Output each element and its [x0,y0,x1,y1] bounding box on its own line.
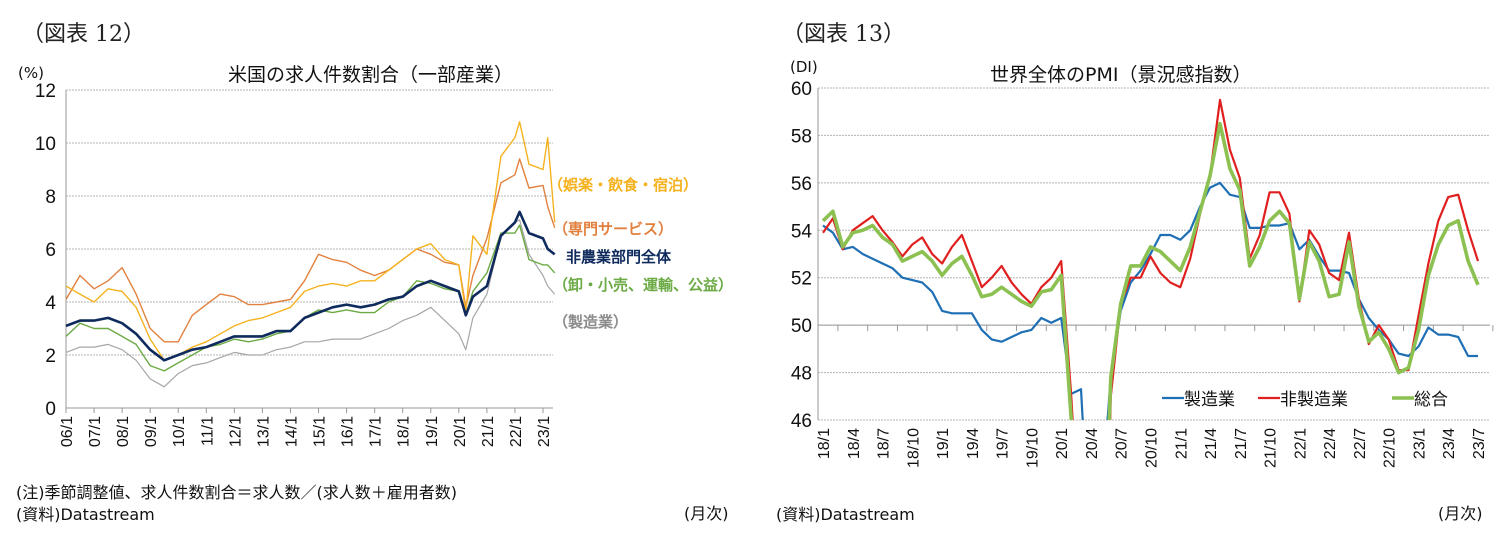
figure-12-label: （図表 12） [22,22,145,47]
x-tick-label: 21/4 [1203,428,1220,459]
x-tick-label: 18/1 [396,416,413,447]
y-tick-label: 2 [45,346,56,367]
chart-12-title: 米国の求人件数割合（一部産業） [228,64,514,86]
y-tick-label: 50 [791,316,812,337]
x-tick-label: 23/1 [1411,428,1428,459]
x-tick-label: 19/10 [1024,428,1041,468]
series-line [65,121,556,361]
chart-13-source: (資料)Datastream [776,505,915,524]
y-tick-label: 48 [791,364,812,385]
series-line [822,98,1480,421]
chart-13-ylabel: (DI) [790,58,818,76]
x-tick-label: 18/4 [846,428,863,459]
figure-13-label: （図表 13） [782,22,905,47]
x-tick-label: 17/1 [368,416,385,447]
y-tick-label: 54 [791,221,813,242]
y-tick-label: 52 [791,269,812,290]
y-tick-label: 46 [791,411,812,432]
series-label: （製造業） [553,313,628,331]
legend-label: 製造業 [1184,390,1235,409]
series-line [821,121,1480,421]
x-tick-label: 21/1 [480,416,497,447]
x-tick-label: 19/7 [995,428,1012,459]
chart-13-title: 世界全体のPMI（景況感指数） [990,64,1252,86]
x-tick-label: 20/7 [1114,428,1131,459]
chart-13-freq: (月次) [1438,504,1483,523]
x-tick-label: 19/4 [965,428,982,459]
y-tick-label: 4 [45,293,56,314]
x-tick-label: 07/1 [87,416,104,447]
x-tick-label: 15/1 [312,416,329,447]
series-label: 非農業部門全体 [566,248,672,266]
x-tick-label: 16/1 [340,416,357,447]
x-tick-label: 18/10 [905,428,922,468]
x-tick-label: 20/1 [1054,428,1071,459]
x-tick-label: 14/1 [283,416,300,447]
x-tick-label: 21/7 [1233,428,1250,459]
x-tick-label: 21/1 [1173,428,1190,459]
y-tick-label: 6 [45,240,56,261]
chart-12-source: (資料)Datastream [16,505,155,524]
x-tick-label: 10/1 [171,416,188,447]
chart-12-freq: (月次) [684,504,729,523]
x-tick-label: 09/1 [143,416,160,447]
x-tick-label: 12/1 [227,416,244,447]
y-tick-label: 0 [45,399,56,420]
x-tick-label: 08/1 [115,416,132,447]
x-tick-label: 19/1 [424,416,441,447]
chart-12-note: (注)季節調整値、求人件数割合＝求人数／(求人数＋雇用者数) [16,483,457,502]
y-tick-label: 8 [45,187,56,208]
x-tick-label: 11/1 [199,416,216,446]
y-tick-label: 56 [791,174,812,195]
series-label: （娯楽・飲食・宿泊） [548,176,698,194]
x-tick-label: 06/1 [59,416,76,447]
x-tick-label: 22/4 [1322,428,1339,459]
x-tick-label: 23/4 [1441,428,1458,459]
x-tick-label: 20/10 [1144,428,1161,468]
x-tick-label: 18/7 [876,428,893,459]
legend-label: 非製造業 [1280,390,1348,409]
y-tick-label: 60 [791,79,812,100]
x-tick-label: 18/1 [816,428,833,459]
y-tick-label: 58 [791,126,812,147]
x-tick-label: 22/1 [1292,428,1309,459]
x-tick-label: 20/1 [452,416,469,447]
x-tick-label: 23/7 [1471,428,1488,459]
series-line [822,181,1478,421]
series-group [821,98,1480,421]
legend-label: 総合 [1414,390,1448,409]
x-tick-label: 22/10 [1382,428,1399,468]
series-label: （卸・小売、運輸、公益） [553,276,733,294]
series-label: （専門サービス） [553,220,673,238]
x-tick-label: 22/7 [1352,428,1369,459]
series-line [65,210,556,362]
y-tick-label: 12 [35,81,56,102]
x-tick-label: 13/1 [255,416,272,447]
y-tick-label: 10 [35,134,56,155]
series-line [65,158,556,343]
x-tick-label: 21/10 [1263,428,1280,468]
chart-12-ylabel: (%) [18,64,44,82]
x-tick-label: 23/1 [536,416,553,447]
x-tick-label: 22/1 [508,416,525,447]
series-line [65,224,556,372]
x-tick-label: 20/4 [1084,428,1101,459]
x-tick-label: 19/1 [935,428,952,459]
